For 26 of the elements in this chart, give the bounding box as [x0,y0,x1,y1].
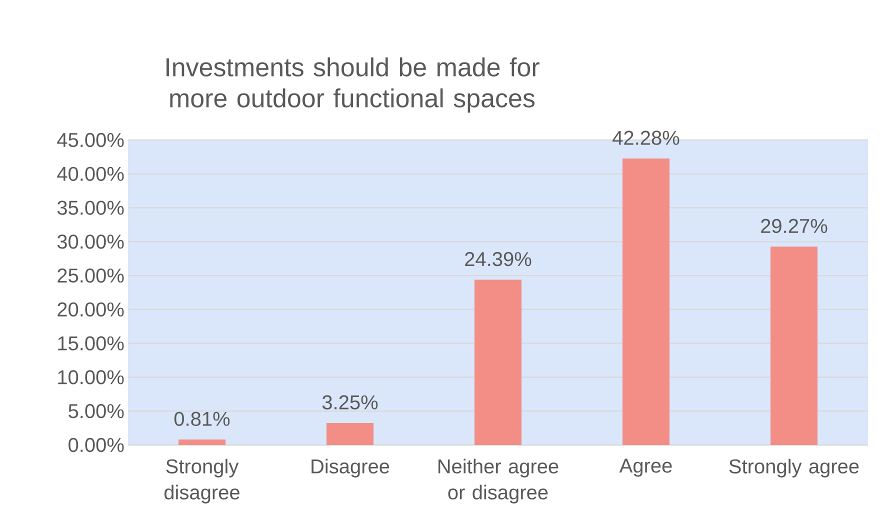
x-tick-label: Strongly agree [729,458,859,478]
data-label: 42.28% [612,130,680,145]
x-tick-label: Agree [619,458,672,477]
bar [474,280,522,445]
data-label: 29.27% [761,218,828,234]
y-tick-label: 5.00% [68,404,124,418]
x-tick-label: Strongly disagree [164,458,240,504]
bar [770,246,818,445]
y-tick-label: 20.00% [58,302,124,317]
y-tick-label: 35.00% [57,200,124,215]
bar [622,158,670,445]
y-tick-label: 25.00% [58,268,124,283]
data-label: 3.25% [322,395,378,410]
x-tick-label: Neither agree or disagree [438,458,558,504]
bar [178,440,226,445]
y-tick-label: 0.00% [68,438,124,452]
y-tick-label: 40.00% [57,166,124,181]
chart-title: Investments should be made for more outdoor functional spaces [166,57,540,113]
y-tick-label: 10.00% [58,370,124,384]
y-tick-label: 30.00% [57,234,124,249]
bar [326,422,374,445]
data-label: 0.81% [174,412,230,426]
x-tick-label: Disagree [312,458,390,478]
y-tick-label: 15.00% [58,336,124,350]
data-label: 24.39% [465,252,532,266]
y-tick-label: 45.00% [57,132,124,148]
